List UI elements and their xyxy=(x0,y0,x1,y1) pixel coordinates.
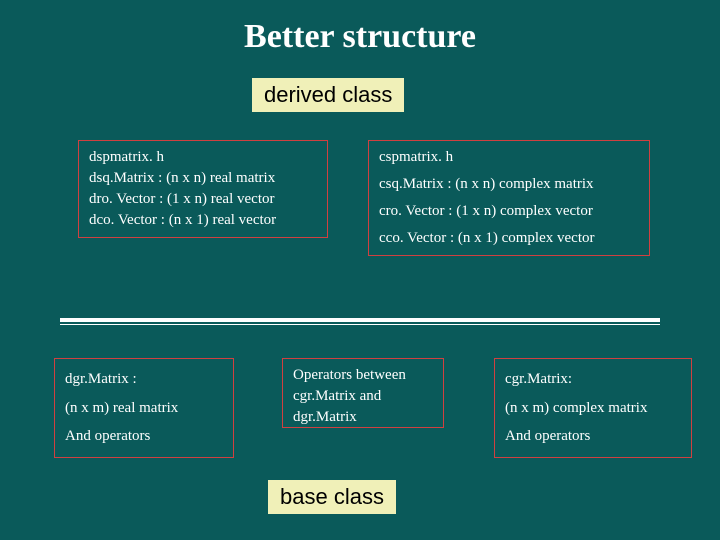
text-line: cro. Vector : (1 x n) complex vector xyxy=(379,201,639,222)
text-line: cspmatrix. h xyxy=(379,147,639,168)
text-line: dro. Vector : (1 x n) real vector xyxy=(89,189,317,210)
box-cgrmatrix: cgr.Matrix: (n x m) complex matrix And o… xyxy=(494,358,692,458)
text-line: cgr.Matrix: xyxy=(505,365,681,394)
text-line: And operators xyxy=(505,422,681,451)
box-dgrmatrix: dgr.Matrix : (n x m) real matrix And ope… xyxy=(54,358,234,458)
derived-class-label: derived class xyxy=(252,78,404,112)
text-line: dspmatrix. h xyxy=(89,147,317,168)
box-dspmatrix: dspmatrix. h dsq.Matrix : (n x n) real m… xyxy=(78,140,328,238)
text-line: csq.Matrix : (n x n) complex matrix xyxy=(379,174,639,195)
text-line: (n x m) complex matrix xyxy=(505,394,681,423)
divider-line xyxy=(60,318,660,322)
box-cspmatrix: cspmatrix. h csq.Matrix : (n x n) comple… xyxy=(368,140,650,256)
divider-line-inner xyxy=(60,324,660,325)
text-line: dgr.Matrix : xyxy=(65,365,223,394)
text-line: And operators xyxy=(65,422,223,451)
slide-title: Better structure xyxy=(0,0,720,56)
base-class-label: base class xyxy=(268,480,396,514)
text-line: dco. Vector : (n x 1) real vector xyxy=(89,210,317,231)
box-operators-between: Operators between cgr.Matrix and dgr.Mat… xyxy=(282,358,444,428)
text-line: cco. Vector : (n x 1) complex vector xyxy=(379,228,639,249)
text-line: (n x m) real matrix xyxy=(65,394,223,423)
text-block: Operators between cgr.Matrix and dgr.Mat… xyxy=(293,365,433,428)
text-line: dsq.Matrix : (n x n) real matrix xyxy=(89,168,317,189)
